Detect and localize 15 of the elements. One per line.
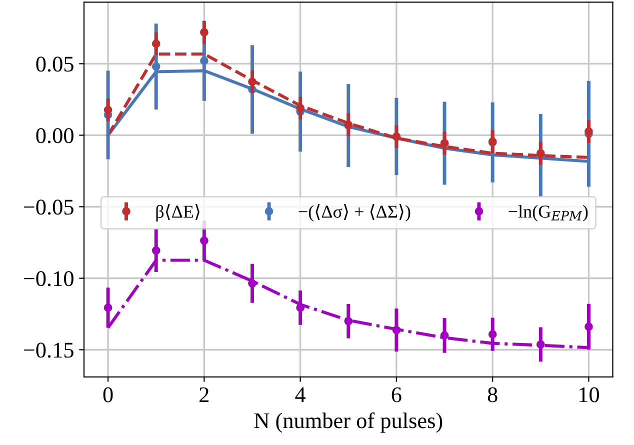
legend-label: β⟨ΔE⟩ bbox=[156, 204, 200, 222]
x-tick-label: 6 bbox=[392, 387, 402, 402]
x-axis-title: N (number of pulses) bbox=[254, 412, 442, 433]
x-tick-label: 8 bbox=[488, 387, 498, 402]
legend-label: −ln(G$_{EPM}$) bbox=[508, 205, 588, 222]
y-tick-label: 0.00 bbox=[36, 128, 74, 144]
y-tick-label: 0.05 bbox=[36, 56, 74, 72]
y-tick-label: −0.10 bbox=[24, 271, 74, 286]
x-tick-label: 4 bbox=[295, 387, 306, 402]
x-tick-label: 2 bbox=[200, 387, 209, 402]
y-tick-label: −0.15 bbox=[24, 342, 74, 358]
y-tick-label: −0.05 bbox=[24, 200, 74, 215]
x-tick-label: 10 bbox=[580, 387, 599, 402]
legend-label: −(⟨Δσ⟩ + ⟨ΔΣ⟩) bbox=[298, 204, 410, 222]
x-tick-label: 0 bbox=[103, 387, 113, 402]
